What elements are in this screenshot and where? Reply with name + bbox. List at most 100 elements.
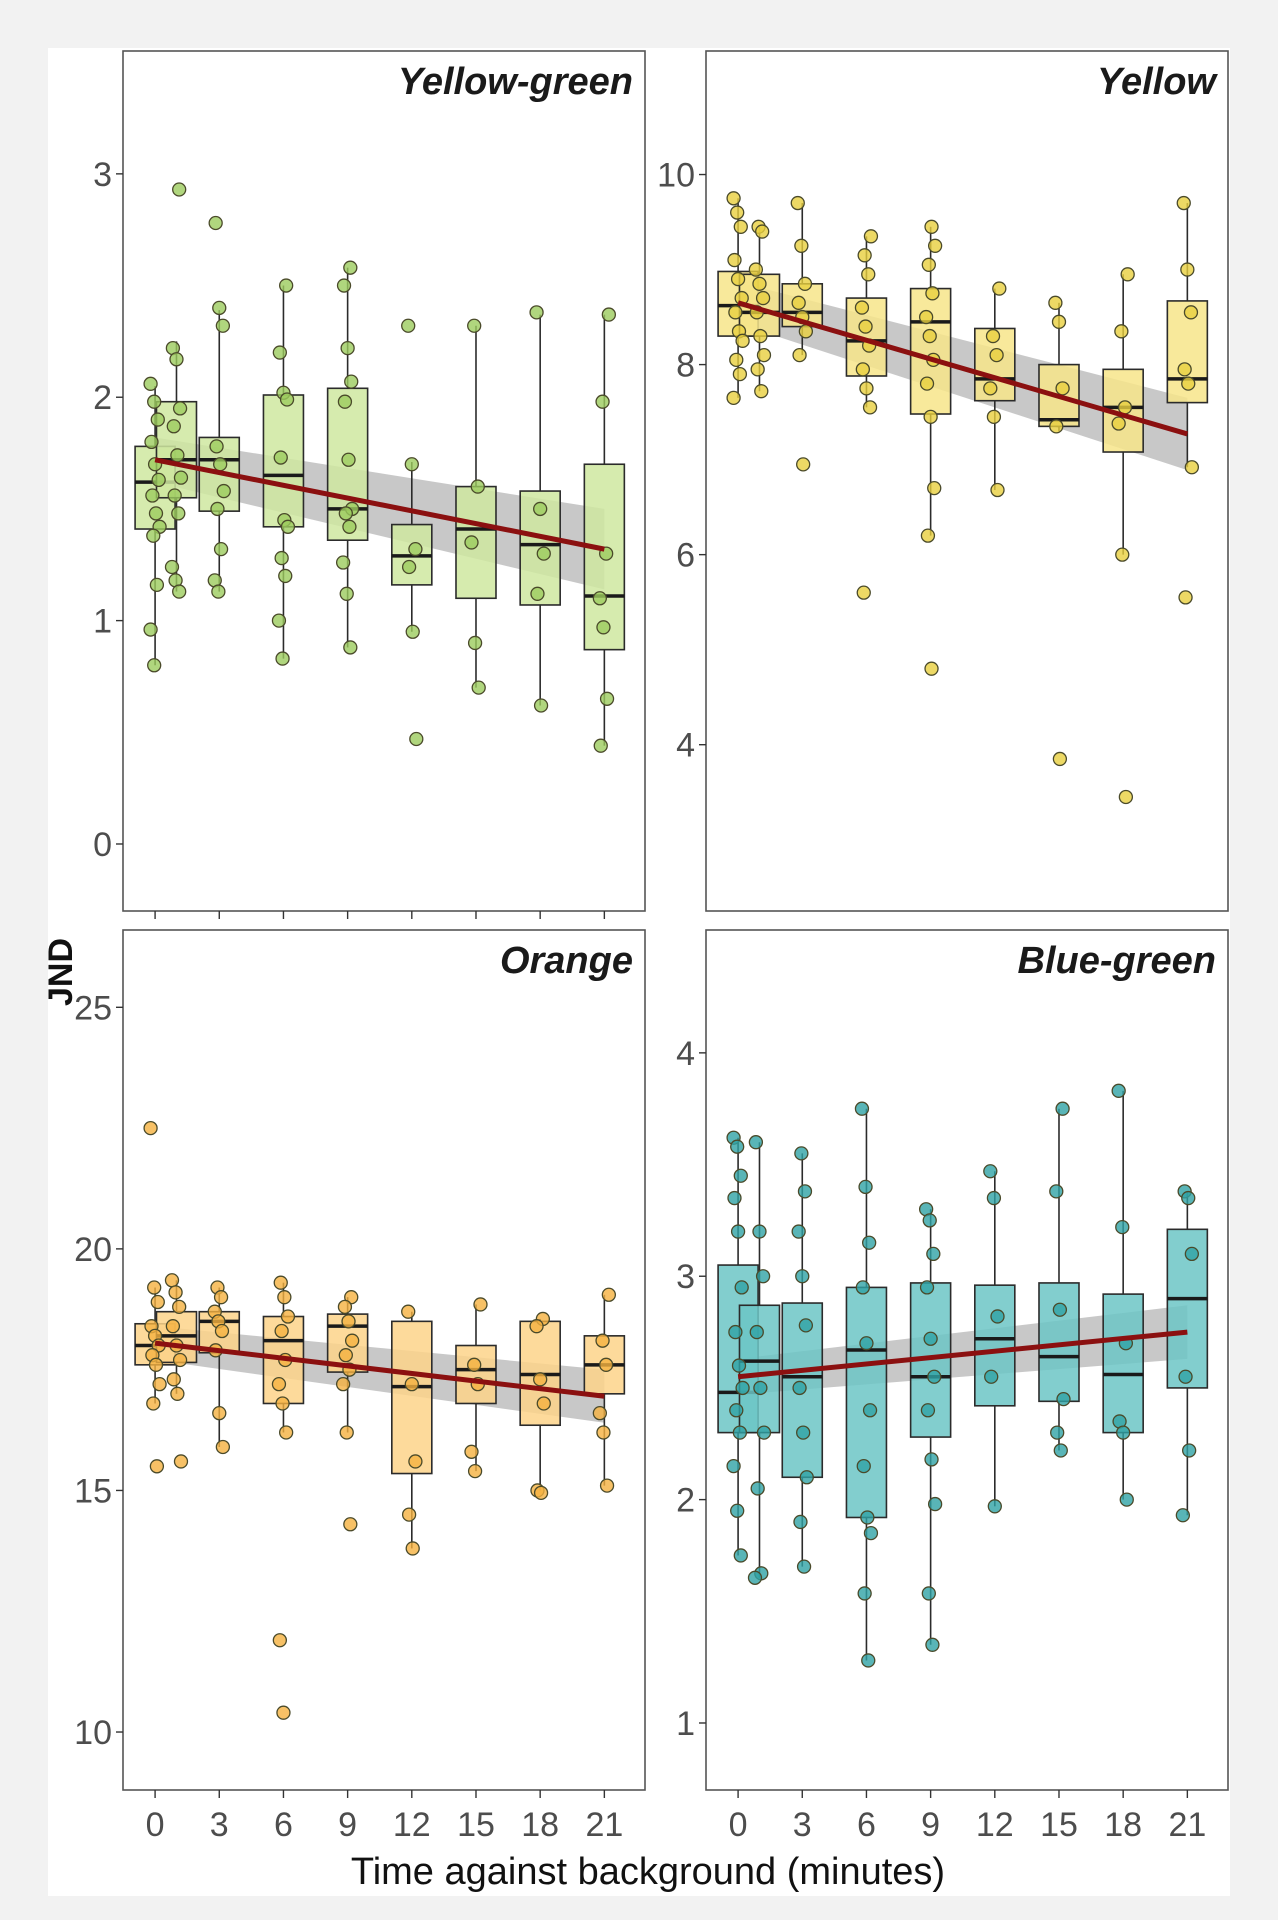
x-tick-label: 12 <box>393 1806 431 1844</box>
data-point <box>344 374 359 389</box>
x-tick-label: 6 <box>274 1806 293 1844</box>
data-point <box>596 1425 611 1440</box>
x-tick-label: 0 <box>729 1806 748 1844</box>
data-point <box>753 1380 768 1396</box>
panels-layer: 0123036912151821Yellow-green46810Yellow1… <box>74 50 1229 1844</box>
data-point <box>405 624 420 639</box>
data-point <box>166 419 181 434</box>
data-point <box>727 1190 742 1206</box>
data-point <box>1053 1443 1068 1458</box>
data-point <box>1184 1246 1200 1262</box>
box-body <box>391 1320 433 1475</box>
data-point <box>986 1190 1002 1206</box>
data-point <box>533 698 549 713</box>
data-point <box>276 1705 291 1720</box>
x-tick-label: 15 <box>1040 1806 1078 1844</box>
data-point <box>858 319 873 334</box>
data-point <box>172 1352 188 1368</box>
data-point <box>753 328 768 344</box>
data-point <box>754 384 769 399</box>
data-point <box>1055 1101 1070 1116</box>
data-point <box>342 519 357 534</box>
x-tick-label: 21 <box>1168 1806 1206 1844</box>
data-point <box>275 651 290 666</box>
box-t15 <box>455 325 497 688</box>
data-point <box>279 392 295 407</box>
box-body <box>455 1344 497 1405</box>
data-point <box>730 1503 745 1518</box>
data-point <box>146 1396 161 1411</box>
data-point <box>920 1403 936 1418</box>
data-point <box>339 1425 354 1440</box>
data-point <box>214 1323 230 1339</box>
data-point <box>166 1372 181 1387</box>
data-point <box>147 394 162 409</box>
data-point <box>338 506 353 521</box>
y-tick-label: 4 <box>676 1035 695 1073</box>
data-point <box>337 394 353 409</box>
data-point <box>404 457 419 472</box>
data-point <box>862 1235 877 1250</box>
data-point <box>861 267 876 282</box>
y-tick-label: 10 <box>657 157 695 195</box>
data-point <box>335 1377 351 1392</box>
data-point <box>796 457 811 472</box>
x-tick-label: 21 <box>585 1806 623 1844</box>
data-point <box>925 1637 940 1652</box>
data-point <box>733 219 748 234</box>
data-point <box>215 318 231 333</box>
data-point <box>854 300 870 315</box>
box-body <box>738 1304 781 1434</box>
y-tick-label: 3 <box>93 156 112 194</box>
data-point <box>921 257 936 272</box>
data-point <box>1115 547 1130 562</box>
data-point <box>271 1377 287 1392</box>
data-point <box>470 479 485 494</box>
data-point <box>145 488 160 503</box>
data-point <box>984 1369 999 1384</box>
data-point <box>147 658 162 673</box>
data-point <box>729 1403 744 1418</box>
data-point <box>752 1224 767 1239</box>
data-point <box>729 352 744 367</box>
data-point <box>272 1633 288 1648</box>
data-point <box>797 1184 813 1199</box>
data-point <box>727 252 742 268</box>
data-point <box>726 1458 741 1474</box>
data-point <box>1178 1369 1193 1384</box>
data-point <box>923 409 938 425</box>
y-tick-label: 3 <box>676 1258 695 1296</box>
panel-frame <box>705 50 1229 912</box>
data-point <box>464 1444 479 1459</box>
data-point <box>212 300 227 316</box>
data-point <box>918 309 934 325</box>
data-point <box>859 1336 874 1351</box>
data-point <box>734 1280 749 1295</box>
data-point <box>1116 1425 1131 1440</box>
data-point <box>1048 295 1063 310</box>
trend-line <box>737 300 1189 437</box>
data-point <box>280 1309 296 1324</box>
data-point <box>147 1280 162 1295</box>
y-tick-label: 6 <box>676 537 695 575</box>
data-point <box>790 195 805 211</box>
data-point <box>343 640 358 655</box>
data-point <box>464 535 479 550</box>
data-point <box>1175 1508 1191 1523</box>
data-point <box>277 1290 292 1305</box>
panel-orange: 10 15 20 25 0 3 6 9 12 15 18 21 Orange <box>74 929 646 1844</box>
box-t21 <box>583 314 626 746</box>
data-point <box>796 1559 812 1574</box>
box-body <box>1038 363 1080 428</box>
data-point <box>858 1179 873 1195</box>
data-point <box>794 1146 809 1161</box>
data-point <box>755 224 770 239</box>
data-point <box>927 1496 943 1512</box>
y-tick-label: 2 <box>676 1482 695 1520</box>
data-point <box>530 586 545 601</box>
data-point <box>467 635 483 651</box>
data-point <box>1177 362 1192 377</box>
data-point <box>726 191 741 206</box>
data-point <box>1055 381 1070 396</box>
